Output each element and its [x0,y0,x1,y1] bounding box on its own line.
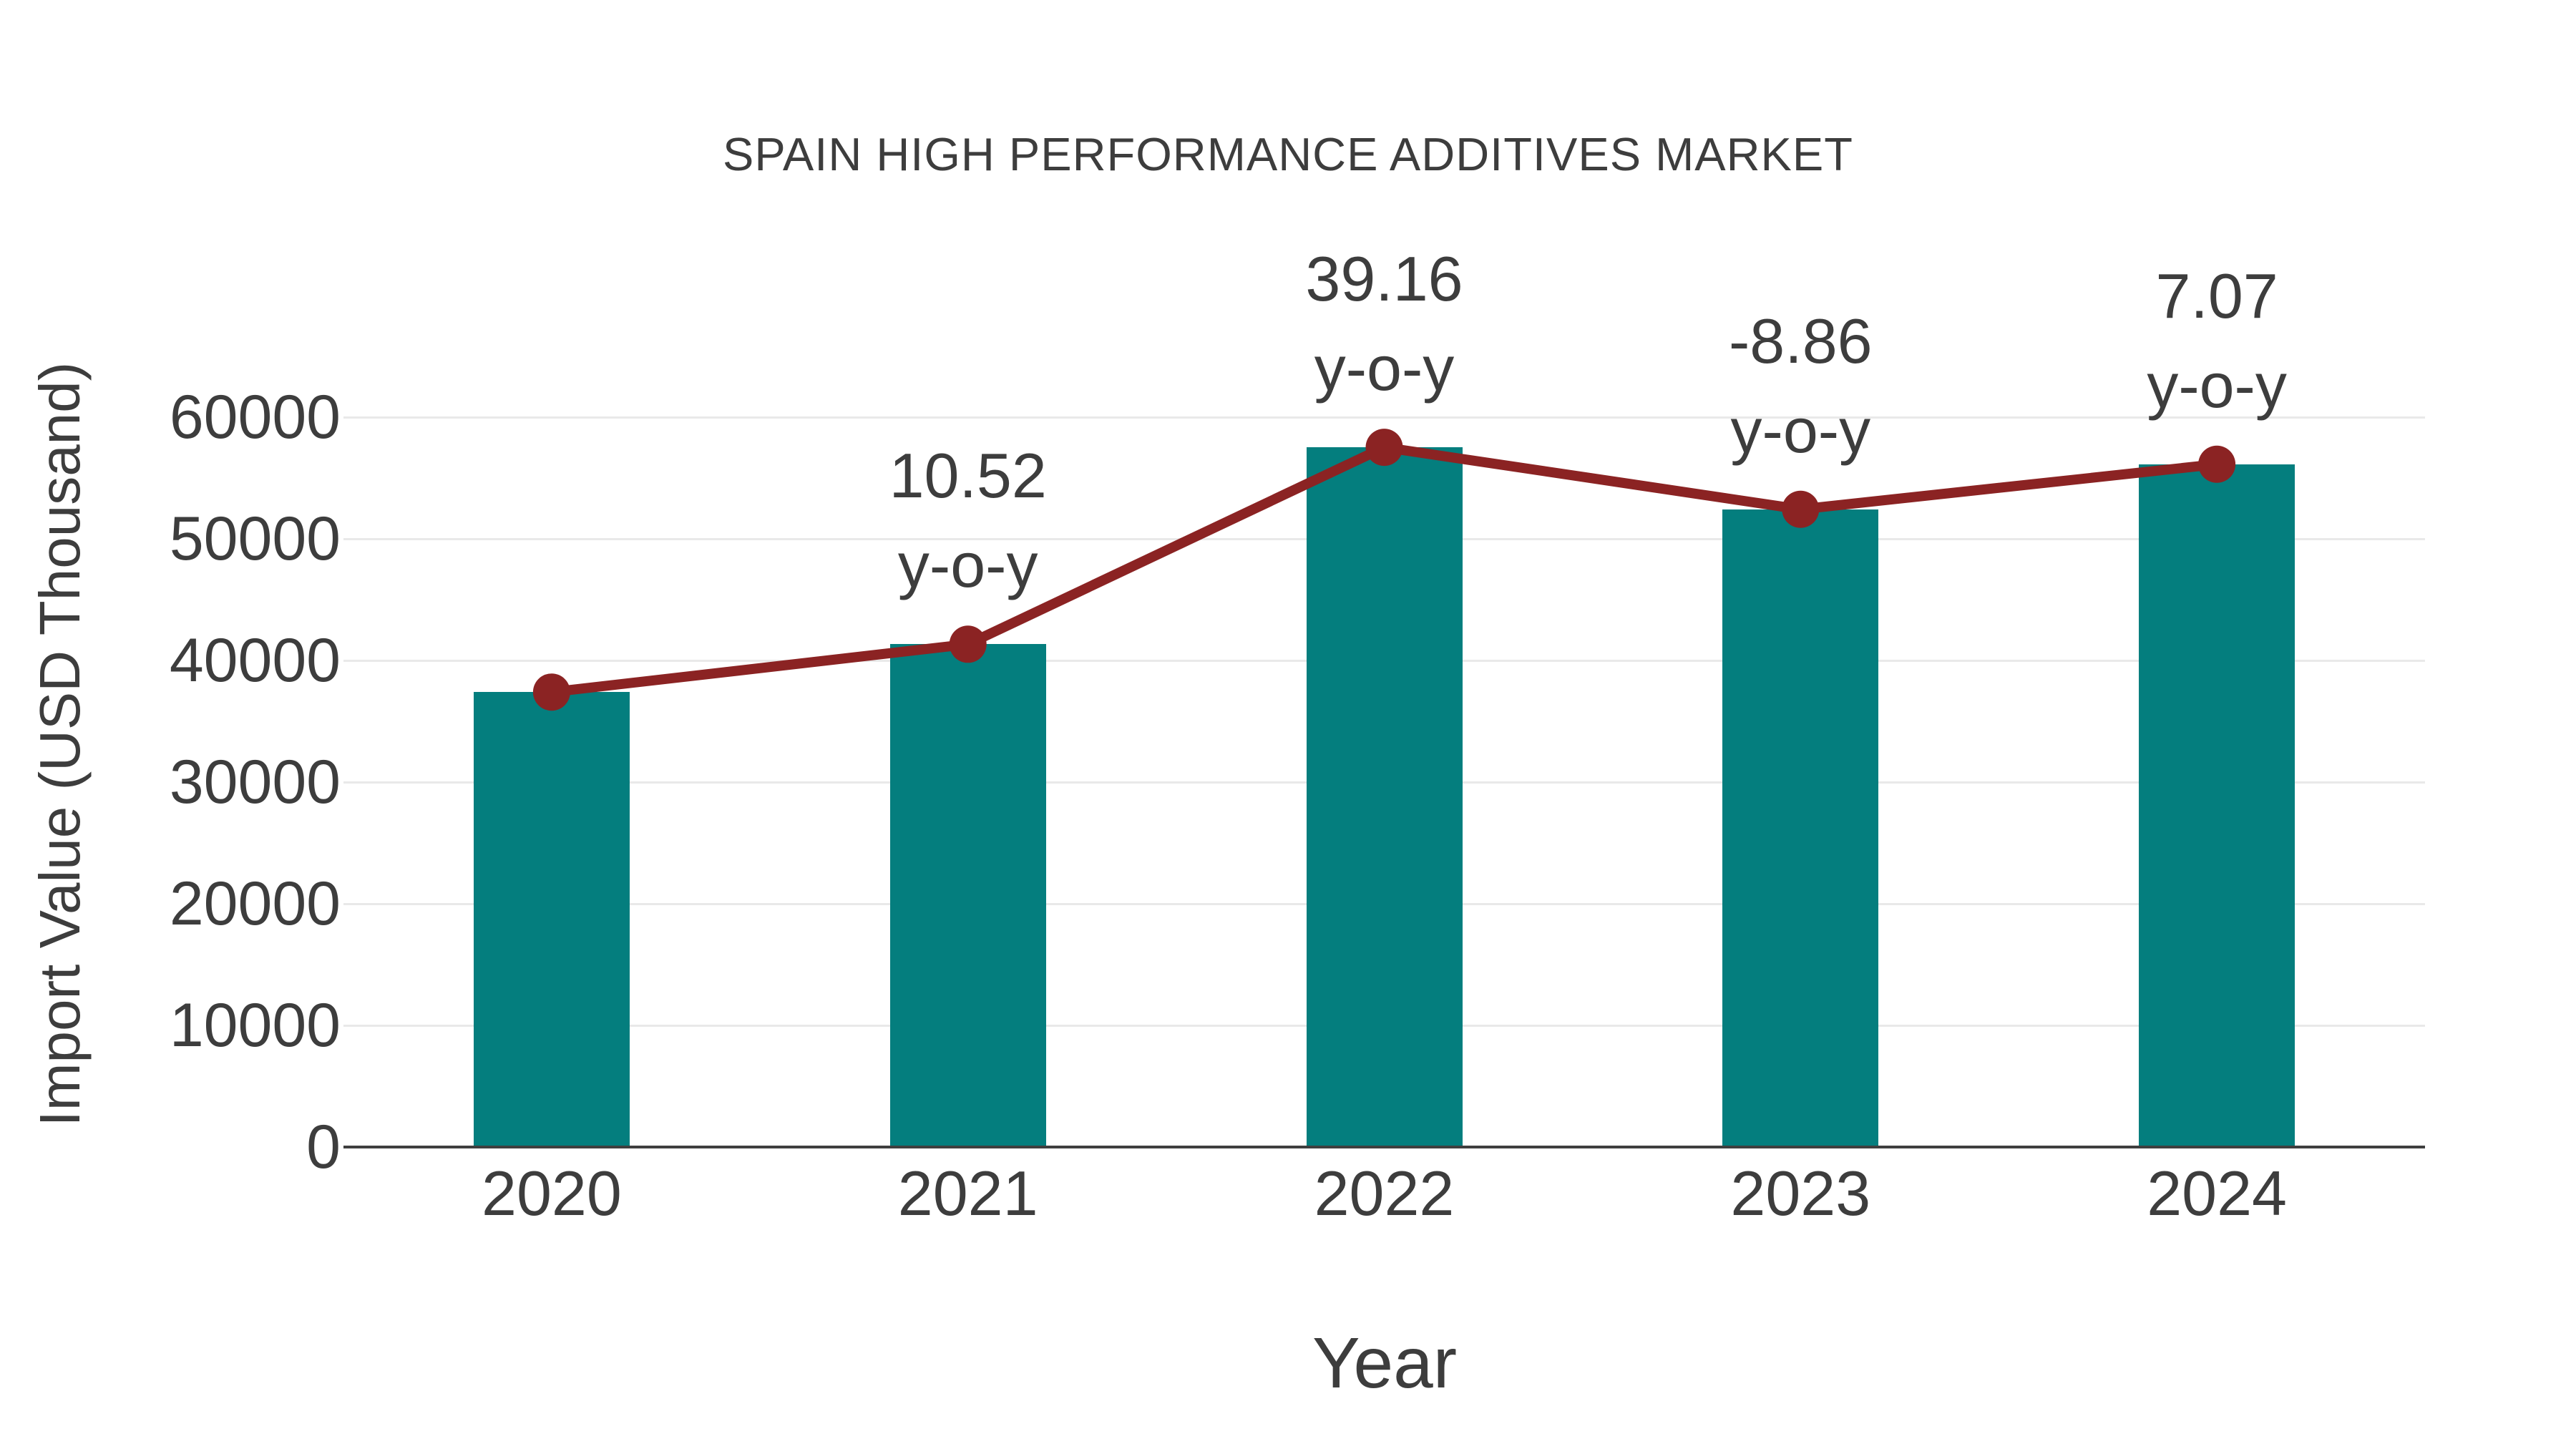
y-tick-label-10000: 10000 [169,991,341,1060]
gridline-60000 [343,416,2425,419]
line-marker-2021 [949,625,987,663]
x-tick-label-2022: 2022 [1314,1158,1455,1229]
x-tick-label-2021: 2021 [897,1158,1038,1229]
line-marker-2024 [2198,445,2236,483]
bar-2024 [2139,464,2296,1147]
bar-2020 [473,692,630,1147]
y-tick-label-60000: 60000 [169,383,341,452]
annotation-value-2022: 39.16 [1305,243,1463,315]
x-tick-label-2024: 2024 [2147,1158,2287,1229]
bar-2021 [889,644,1046,1147]
annotation-yoy-2021: y-o-y [897,530,1038,601]
bar-2023 [1722,509,1879,1147]
annotation-yoy-2024: y-o-y [2147,349,2287,421]
annotation-value-2021: 10.52 [889,440,1047,512]
y-tick-label-30000: 30000 [169,748,341,816]
bar-2022 [1306,447,1463,1147]
annotation-value-2024: 7.07 [2155,260,2278,331]
annotation-value-2023: -8.86 [1729,305,1873,376]
y-tick-label-0: 0 [306,1113,341,1181]
x-axis-line [343,1146,2425,1148]
y-tick-label-50000: 50000 [169,504,341,573]
x-tick-label-2023: 2023 [1730,1158,1871,1229]
x-tick-label-2020: 2020 [482,1158,622,1229]
annotation-yoy-2022: y-o-y [1314,333,1455,404]
line-marker-2022 [1365,429,1403,467]
line-marker-2023 [1782,490,1820,528]
chart-title: SPAIN HIGH PERFORMANCE ADDITIVES MARKET [723,128,1853,180]
x-axis-title: Year [1312,1323,1458,1403]
line-marker-2020 [532,673,570,711]
y-tick-label-20000: 20000 [169,869,341,938]
annotation-yoy-2023: y-o-y [1730,394,1871,466]
y-tick-label-40000: 40000 [169,626,341,695]
